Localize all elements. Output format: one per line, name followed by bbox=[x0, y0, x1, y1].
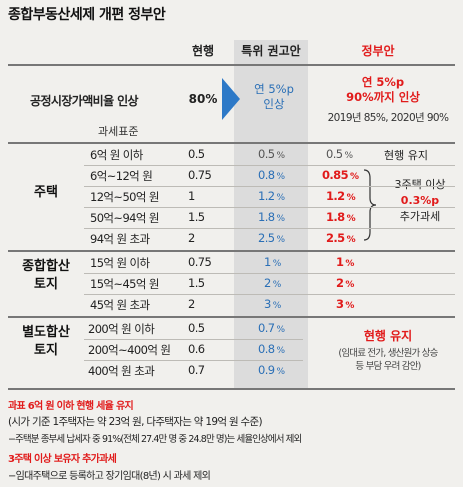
extra-tax-line1: 3주택 이상 bbox=[394, 178, 446, 191]
gov-c1: 1 bbox=[336, 255, 344, 269]
fmv-gov-line2: 90%까지 인상 bbox=[346, 89, 420, 104]
extra-tax-line2: 0.3%p bbox=[400, 193, 440, 207]
page-title: 종합부동산세제 개편 정부안 bbox=[8, 7, 166, 23]
gov-c2: 2 bbox=[336, 276, 344, 290]
committee-s3: 0.9 bbox=[258, 363, 275, 377]
current-c1: 0.75 bbox=[188, 255, 212, 269]
bracket-h1: 6억 원 이하 bbox=[90, 148, 143, 162]
divider bbox=[8, 64, 455, 66]
divider bbox=[8, 316, 455, 318]
committee-column-shade bbox=[234, 40, 308, 388]
section-combined-land-line2: 토지 bbox=[34, 276, 58, 292]
header-government: 정부안 bbox=[361, 44, 395, 58]
committee-h4: 1.8 bbox=[258, 210, 275, 224]
current-h3: 1 bbox=[188, 189, 195, 203]
gov-h3: 1.2 bbox=[326, 189, 345, 203]
bracket-h3: 12억~50억 원 bbox=[90, 190, 160, 204]
separate-gov-keep: 현행 유지 bbox=[363, 329, 413, 343]
section-separate-land-line1: 별도합산 bbox=[22, 325, 70, 340]
header-committee: 특위 권고안 bbox=[241, 44, 301, 58]
tax-base-label: 과세표준 bbox=[98, 125, 139, 138]
separate-gov-note-line2: 등 부담 우려 감안) bbox=[355, 361, 421, 373]
current-c3: 2 bbox=[188, 297, 195, 311]
divider bbox=[8, 142, 455, 144]
gov-h2: 0.85 bbox=[322, 168, 349, 182]
bracket-h2: 6억~12억 원 bbox=[90, 169, 153, 183]
committee-s2: 0.8 bbox=[258, 342, 275, 356]
bracket-s3: 400억 원 초과 bbox=[88, 364, 155, 378]
gov-h1: 0.5 bbox=[326, 147, 343, 161]
bracket-brace-icon bbox=[363, 169, 377, 241]
committee-c1: 1 bbox=[264, 255, 271, 269]
footnote-2: (시가 기준 1주택자는 약 23억 원, 다주택자는 약 19억 원 수준) bbox=[8, 416, 263, 428]
current-s3: 0.7 bbox=[188, 363, 205, 377]
committee-c2: 2 bbox=[264, 276, 271, 290]
divider bbox=[8, 250, 455, 252]
section-housing: 주택 bbox=[34, 185, 58, 200]
gov-c3: 3 bbox=[336, 297, 344, 311]
gov-h5: 2.5 bbox=[326, 231, 345, 245]
separate-gov-note-line1: (임대료 전가, 생산원가 상승 bbox=[338, 348, 438, 359]
footnote-3: −주택분 종부세 납세자 중 91%(전체 27.4만 명 중 24.8만 명)… bbox=[8, 434, 302, 445]
footnote-5: −임대주택으로 등록하고 장기임대(8년) 시 과세 제외 bbox=[8, 471, 211, 482]
divider bbox=[8, 388, 455, 390]
footnote-1: 과표 6억 원 이하 현행 세율 유지 bbox=[8, 401, 134, 412]
fmv-gov-note: 2019년 85%, 2020년 90% bbox=[327, 112, 449, 124]
bracket-h4: 50억~94억 원 bbox=[90, 211, 160, 225]
current-c2: 1.5 bbox=[188, 276, 205, 290]
fmv-committee-line2: 인상 bbox=[263, 96, 285, 111]
bracket-h5: 94억 원 초과 bbox=[90, 232, 150, 246]
current-s2: 0.6 bbox=[188, 342, 205, 356]
current-h1: 0.5 bbox=[188, 147, 205, 161]
committee-h2: 0.8 bbox=[258, 168, 275, 182]
committee-h5: 2.5 bbox=[258, 231, 275, 245]
current-h2: 0.75 bbox=[188, 168, 212, 182]
extra-tax-line3: 추가과세 bbox=[399, 209, 441, 223]
gov-h4: 1.8 bbox=[326, 210, 345, 224]
footnote-4: 3주택 이상 보유자 추가과세 bbox=[8, 454, 117, 465]
bracket-s2: 200억~400억 원 bbox=[88, 343, 171, 357]
bracket-c2: 15억~45억 원 bbox=[90, 277, 160, 291]
fmv-gov-line1: 연 5%p bbox=[361, 75, 405, 89]
committee-h3: 1.2 bbox=[258, 189, 275, 203]
section-separate-land-line2: 토지 bbox=[34, 342, 58, 358]
bracket-c1: 15억 원 이하 bbox=[90, 256, 150, 270]
committee-s1: 0.7 bbox=[258, 321, 275, 335]
current-s1: 0.5 bbox=[188, 321, 205, 335]
committee-c3: 3 bbox=[264, 297, 271, 311]
fmv-committee-line1: 연 5%p bbox=[254, 82, 294, 96]
bracket-s1: 200억 원 이하 bbox=[88, 322, 155, 336]
current-h5: 2 bbox=[188, 231, 195, 245]
bracket-c3: 45억 원 초과 bbox=[90, 298, 150, 312]
section-combined-land-line1: 종합합산 bbox=[22, 259, 70, 274]
fmv-label: 공정시장가액비율 인상 bbox=[30, 94, 139, 108]
committee-h1: 0.5 bbox=[258, 147, 275, 161]
housing-keep-note: 현행 유지 bbox=[384, 149, 428, 162]
header-current: 현행 bbox=[191, 44, 215, 58]
arrow-right-icon bbox=[222, 78, 240, 120]
current-h4: 1.5 bbox=[188, 210, 205, 224]
fmv-current: 80% bbox=[188, 92, 218, 106]
